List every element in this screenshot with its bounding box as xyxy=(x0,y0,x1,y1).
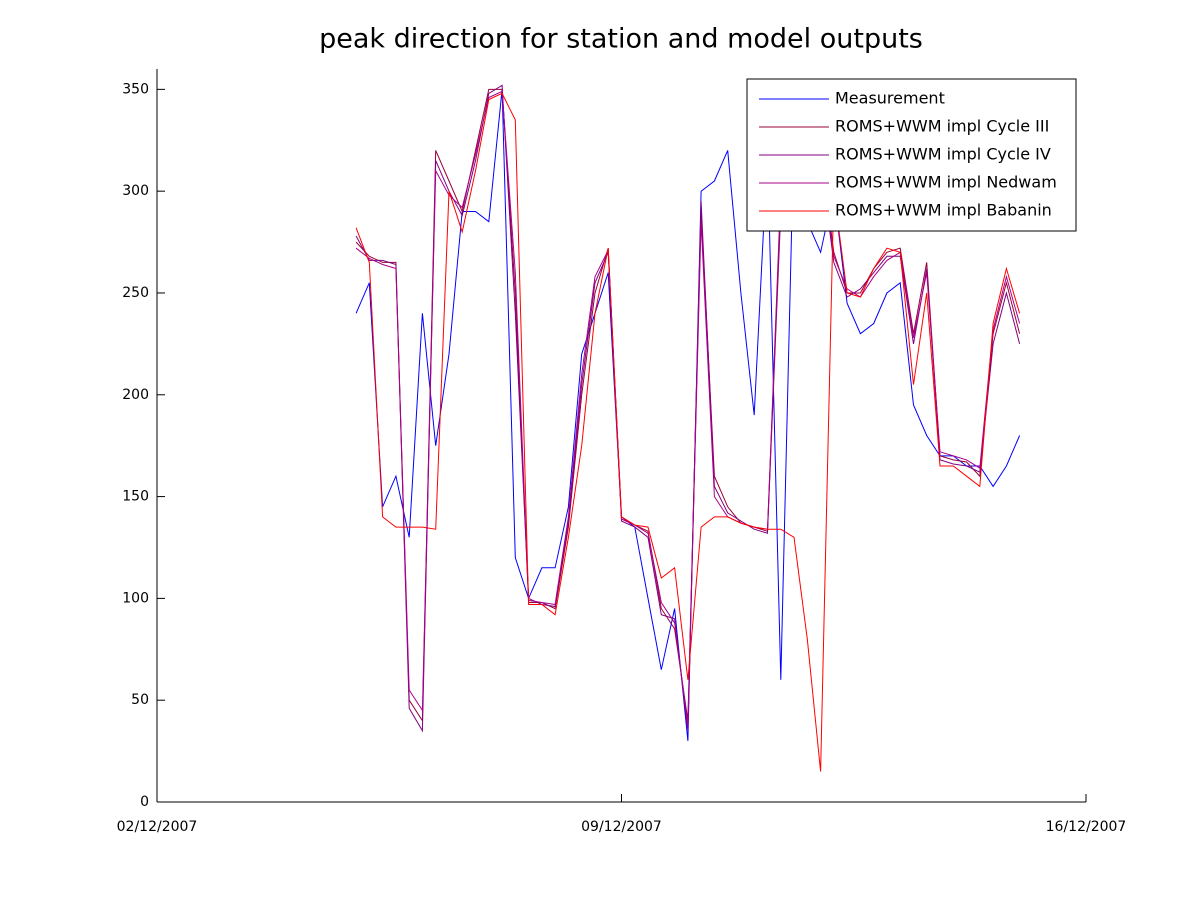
y-tick-label: 200 xyxy=(122,387,149,403)
legend-label: Measurement xyxy=(835,89,945,108)
y-tick-label: 350 xyxy=(122,81,149,97)
legend-label: ROMS+WWM impl Cycle IV xyxy=(835,145,1051,164)
x-tick-label: 02/12/2007 xyxy=(117,819,198,835)
y-tick-label: 100 xyxy=(122,590,149,606)
legend-label: ROMS+WWM impl Cycle III xyxy=(835,117,1049,136)
chart-title: peak direction for station and model out… xyxy=(319,24,923,55)
legend-label: ROMS+WWM impl Nedwam xyxy=(835,173,1057,192)
y-tick-label: 250 xyxy=(122,285,149,301)
y-tick-label: 300 xyxy=(122,183,149,199)
series-line xyxy=(355,92,1021,772)
y-tick-label: 50 xyxy=(131,692,149,708)
series-line xyxy=(355,84,1021,733)
series-line xyxy=(355,90,1021,725)
y-tick-label: 150 xyxy=(122,489,149,505)
x-tick-label: 16/12/2007 xyxy=(1046,819,1127,835)
legend-label: ROMS+WWM impl Babanin xyxy=(835,201,1052,220)
y-tick-label: 0 xyxy=(140,794,149,810)
x-tick-label: 09/12/2007 xyxy=(581,819,662,835)
